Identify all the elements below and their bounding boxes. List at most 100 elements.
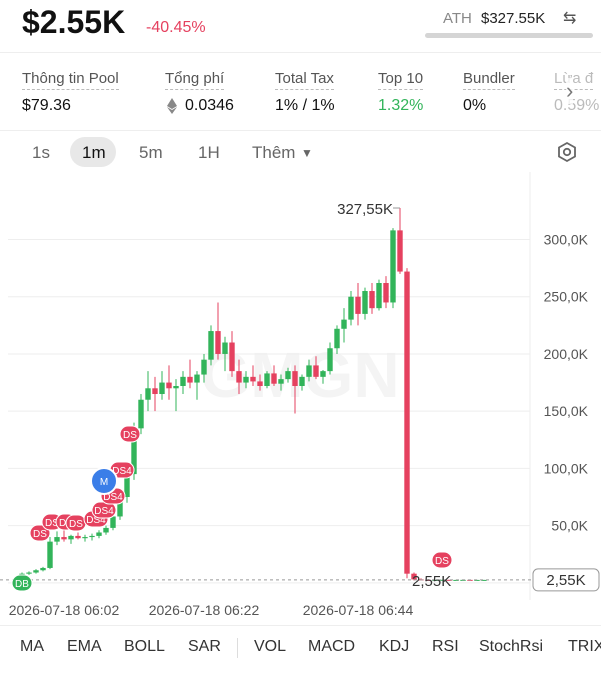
- marker-label: DS: [123, 430, 137, 441]
- marker-label: DB: [15, 579, 29, 590]
- marker-label: DS: [33, 529, 47, 540]
- separator: [237, 638, 238, 658]
- stat-label[interactable]: Thông tin Pool: [22, 70, 119, 90]
- indicator[interactable]: EMA: [67, 638, 102, 655]
- candle-body: [355, 296, 361, 314]
- candle-body: [313, 365, 319, 377]
- stat-label[interactable]: Top 10: [378, 70, 424, 90]
- timeframe[interactable]: 1H: [198, 143, 220, 162]
- candle-body: [250, 376, 256, 382]
- candle-body: [166, 382, 172, 389]
- candle-body: [306, 365, 312, 377]
- y-tick-label: 200,0K: [544, 346, 589, 362]
- timeframe[interactable]: 1m: [82, 143, 106, 162]
- stat-label[interactable]: Bundler: [463, 70, 515, 90]
- stat-label[interactable]: Lừa đ: [554, 70, 594, 90]
- x-tick-label: 2026-07-18 06:02: [9, 602, 120, 618]
- candle-body: [131, 428, 137, 475]
- indicator[interactable]: TRIX: [568, 638, 601, 655]
- candle-body: [362, 291, 368, 314]
- chart: GMGN0,0050,0K100,0K150,0K200,0K250,0K300…: [0, 172, 600, 618]
- last-price-box: [532, 568, 600, 592]
- stat-value: 0%: [463, 97, 487, 114]
- indicator[interactable]: SAR: [188, 638, 221, 655]
- marker-label: DS4: [94, 506, 114, 517]
- settings-icon[interactable]: [556, 141, 578, 163]
- marker-badge: [11, 574, 33, 592]
- candle-body: [26, 572, 32, 574]
- y-tick-label: 150,0K: [544, 403, 589, 419]
- candle-body: [194, 374, 200, 383]
- timeframe[interactable]: 1s: [32, 143, 50, 162]
- candle-body: [187, 376, 193, 383]
- stat-value: 0.59%: [554, 97, 600, 114]
- candle-body: [376, 283, 382, 309]
- candle-body: [446, 579, 452, 581]
- indicator[interactable]: KDJ: [379, 638, 410, 655]
- candle-body: [61, 537, 67, 540]
- candle-body: [320, 371, 326, 377]
- stat-label[interactable]: Tổng phí: [165, 70, 225, 90]
- candle-body: [341, 319, 347, 329]
- candle-body: [68, 535, 74, 540]
- divider: [0, 52, 601, 53]
- scroll-right[interactable]: ›: [566, 78, 574, 104]
- candle-body: [173, 386, 179, 389]
- candle-body: [82, 537, 88, 539]
- stat-label[interactable]: Total Tax: [275, 70, 334, 90]
- divider: [0, 130, 601, 131]
- candle-body: [54, 537, 60, 542]
- stat-value: 0.0346: [185, 97, 234, 114]
- candle-body: [117, 497, 123, 517]
- timeframe[interactable]: 5m: [139, 143, 163, 162]
- marker-label: DS: [435, 556, 449, 567]
- candle-body: [201, 359, 207, 375]
- marker-label: M: [100, 477, 108, 488]
- candle-body: [383, 283, 389, 303]
- candle-body: [285, 371, 291, 380]
- candle-body: [348, 296, 354, 320]
- candle-body: [208, 331, 214, 360]
- stat-value: 1% / 1%: [275, 97, 335, 114]
- candle-body: [215, 331, 221, 354]
- candle-body: [236, 371, 242, 383]
- candle-body: [124, 474, 130, 498]
- candle-body: [278, 379, 284, 384]
- price: $2.55K: [22, 4, 126, 40]
- candle-body: [138, 399, 144, 429]
- indicator[interactable]: BOLL: [124, 638, 165, 655]
- indicator[interactable]: MA: [20, 638, 44, 655]
- indicator[interactable]: RSI: [432, 638, 459, 655]
- marker-label: DS: [45, 518, 59, 529]
- timeframe-selected-bg: [70, 137, 116, 167]
- y-tick-label: 300,0K: [544, 232, 589, 248]
- candle-body: [271, 373, 277, 384]
- candle-body: [145, 388, 151, 400]
- change: -40.45%: [146, 19, 206, 36]
- timeframe[interactable]: Thêm: [252, 143, 296, 162]
- marker-label: DS4: [103, 492, 123, 503]
- indicator[interactable]: StochRsi: [479, 638, 544, 655]
- candle-body: [96, 532, 102, 536]
- marker-badge: [90, 467, 118, 495]
- candle-body: [299, 376, 305, 386]
- candle-body: [369, 291, 375, 309]
- swap-icon[interactable]: ⇆: [563, 10, 577, 27]
- marker-label: DS4: [86, 515, 106, 526]
- indicator[interactable]: VOL: [254, 638, 287, 655]
- candle-body: [292, 371, 298, 386]
- max-label: 327,55K: [337, 201, 393, 218]
- y-tick-label: 250,0K: [544, 289, 589, 305]
- candle-body: [390, 230, 396, 303]
- x-tick-label: 2026-07-18 06:22: [149, 602, 260, 618]
- indicator[interactable]: MACD: [308, 638, 356, 655]
- candle-body: [404, 271, 410, 574]
- ath-bar: [425, 33, 593, 38]
- eth-icon: [167, 98, 177, 114]
- candle-body: [75, 535, 81, 539]
- y-tick-label: 100,0K: [544, 460, 589, 476]
- candle-body: [334, 328, 340, 349]
- candle-body: [327, 348, 333, 372]
- marker-label: DS4: [112, 466, 132, 477]
